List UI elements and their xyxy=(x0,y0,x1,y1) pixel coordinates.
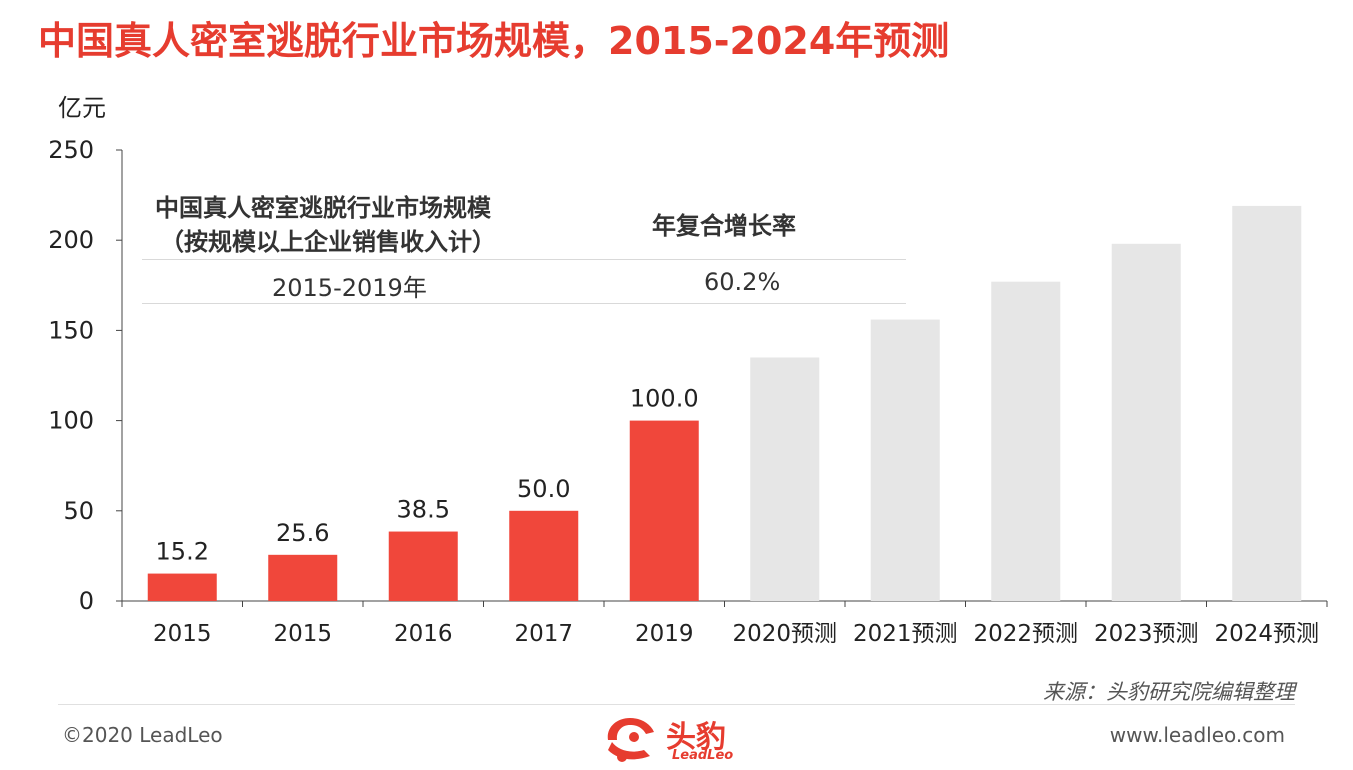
note-rate-value: 60.2% xyxy=(704,268,781,296)
y-tick-label: 100 xyxy=(48,407,94,435)
x-tick-label: 2015 xyxy=(273,621,332,647)
y-tick-label: 0 xyxy=(79,587,94,615)
data-label: 15.2 xyxy=(156,538,209,566)
bar xyxy=(509,510,579,601)
page-title: 中国真人密室逃脱行业市场规模，2015-2024年预测 xyxy=(38,19,950,63)
x-tick-label: 2022预测 xyxy=(973,621,1078,647)
x-tick-label: 2017 xyxy=(514,621,573,647)
x-tick-label: 2024预测 xyxy=(1214,621,1319,647)
website-link[interactable]: www.leadleo.com xyxy=(1109,723,1285,747)
bar xyxy=(629,420,699,601)
y-tick-label: 50 xyxy=(63,497,94,525)
note-heading: 中国真人密室逃脱行业市场规模 xyxy=(155,194,491,222)
forecast-bar xyxy=(991,281,1061,601)
data-label: 38.5 xyxy=(397,496,450,524)
note-divider xyxy=(142,259,906,260)
leadleo-logo: 头豹 LeadLeo xyxy=(600,710,750,766)
forecast-bar xyxy=(870,319,940,601)
forecast-bar xyxy=(1111,243,1181,602)
data-label: 100.0 xyxy=(630,385,699,413)
data-label: 25.6 xyxy=(276,519,329,547)
x-tick-label: 2015 xyxy=(153,621,212,647)
y-tick-label: 250 xyxy=(48,136,94,164)
note-heading-sub: （按规模以上企业销售收入计） xyxy=(160,228,496,256)
forecast-bar xyxy=(750,357,820,601)
y-tick-label: 150 xyxy=(48,316,94,344)
data-label: 50.0 xyxy=(517,475,570,503)
forecast-bar xyxy=(1232,205,1302,601)
bar xyxy=(388,531,458,601)
footer-divider xyxy=(58,704,1295,705)
note-bottom-rule xyxy=(142,303,906,304)
note-rate-heading: 年复合增长率 xyxy=(652,212,796,240)
y-tick-label: 200 xyxy=(48,226,94,254)
y-axis-unit-label: 亿元 xyxy=(58,94,106,122)
source-note: 来源：头豹研究院编辑整理 xyxy=(1043,680,1295,704)
bar xyxy=(268,554,338,601)
x-tick-label: 2020预测 xyxy=(732,621,837,647)
logo-subtext: LeadLeo xyxy=(672,748,734,763)
x-tick-label: 2021预测 xyxy=(853,621,958,647)
x-tick-label: 2019 xyxy=(635,621,694,647)
note-period: 2015-2019年 xyxy=(272,274,427,302)
copyright-text: ©2020 LeadLeo xyxy=(62,723,223,747)
x-tick-label: 2016 xyxy=(394,621,453,647)
logo-text: 头豹 xyxy=(666,720,726,755)
leopard-icon xyxy=(607,718,654,762)
x-tick-label: 2023预测 xyxy=(1094,621,1199,647)
bar xyxy=(147,573,217,601)
